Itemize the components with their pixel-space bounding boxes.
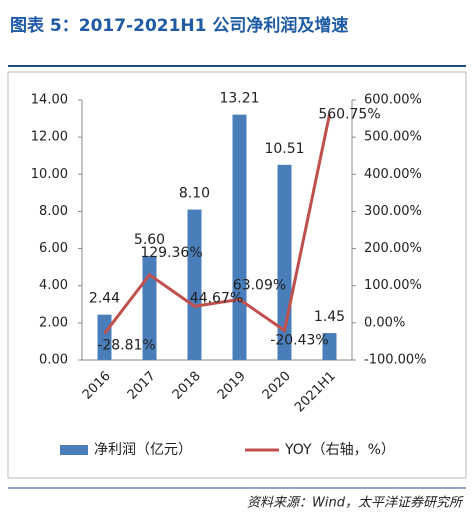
line-label: 560.75% [318,107,380,123]
y2-tick-label: 200.00% [364,241,422,256]
y2-tick-label: 100.00% [364,278,422,293]
y-tick-label: 0.00 [39,353,68,368]
x-tick-label: 2020 [260,369,294,403]
y2-tick-label: -100.00% [364,353,427,368]
y-tick-label: 6.00 [39,241,68,256]
line-label: 63.09% [233,277,286,293]
y2-tick-label: 400.00% [364,167,422,182]
line-label: -28.81% [97,338,155,354]
x-tick-label: 2018 [170,369,204,403]
bar [97,314,112,360]
y2-tick-label: 500.00% [364,130,422,145]
bar-label: 5.60 [134,232,165,248]
line-label: 44.67% [190,290,243,306]
bar-label: 2.44 [89,291,120,307]
bar [142,256,157,360]
legend-swatch [60,445,88,455]
y2-tick-label: 300.00% [364,204,422,219]
x-tick-label: 2016 [80,369,114,403]
bar-label: 10.51 [264,141,304,157]
line-label: 129.36% [140,245,202,261]
source: 资料来源：Wind，太平洋证券研究所 [247,495,464,511]
y-tick-label: 14.00 [31,93,68,108]
legend-label: 净利润（亿元） [94,442,192,458]
x-tick-label: 2017 [125,369,159,403]
y-tick-label: 12.00 [31,130,68,145]
bar-label: 13.21 [219,91,259,107]
y-tick-label: 4.00 [39,278,68,293]
y-tick-label: 2.00 [39,315,68,330]
y-tick-label: 10.00 [31,167,68,182]
x-tick-label: 2021H1 [292,369,339,416]
legend-label: YOY（右轴，%） [284,442,395,458]
x-tick-label: 2019 [215,369,249,403]
bar [322,333,337,360]
y2-tick-label: 0.00% [364,315,405,330]
line-label: -20.43% [270,332,328,348]
bar [232,114,247,361]
bar-label: 8.10 [179,186,210,202]
y-tick-label: 8.00 [39,204,68,219]
y2-tick-label: 600.00% [364,93,422,108]
bar [187,209,202,360]
bar-label: 1.45 [314,309,345,325]
chart-frame [7,71,467,479]
page-title: 图表 5：2017-2021H1 公司净利润及增速 [10,15,348,36]
line [103,114,331,335]
